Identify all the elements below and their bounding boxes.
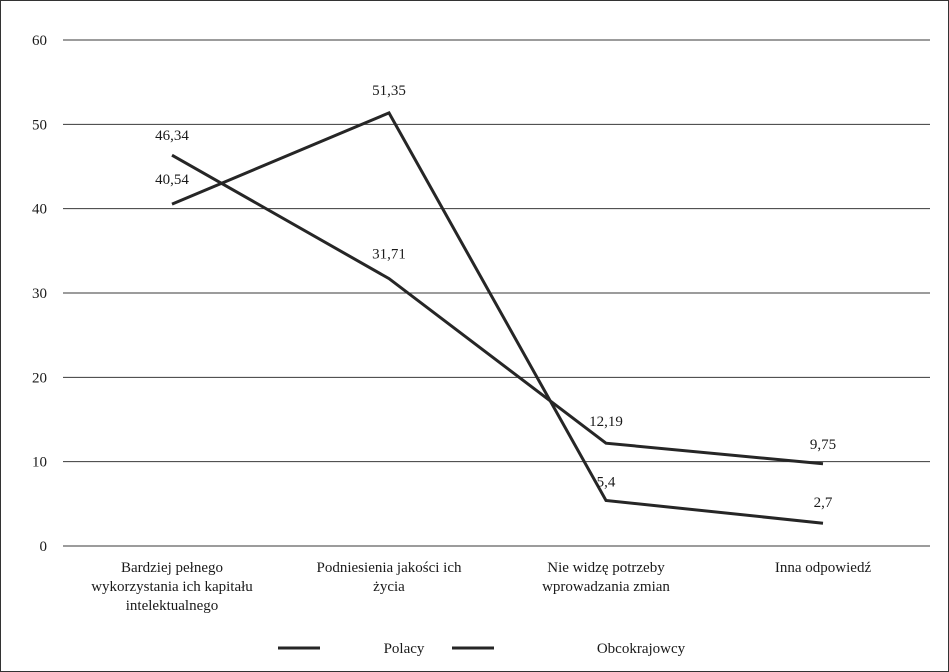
data-label-polacy: 5,4 xyxy=(597,474,616,490)
x-category-label-line: intelektualnego xyxy=(126,598,218,614)
y-tick-label: 50 xyxy=(32,117,47,133)
legend-label-polacy: Polacy xyxy=(384,641,425,657)
x-category-label-line: wprowadzania zmian xyxy=(542,579,670,595)
series-line-obcokrajowcy xyxy=(171,153,824,466)
legend: Polacy Obcokrajowcy xyxy=(278,641,686,657)
y-tick-label: 60 xyxy=(32,33,47,49)
x-category-label-line: Podniesienia jakości ich xyxy=(317,560,462,576)
y-tick-label: 20 xyxy=(32,370,47,386)
data-labels: 40,54 51,35 5,4 2,7 46,34 31,71 12,19 9,75 xyxy=(155,83,836,511)
data-label-obcokrajowcy: 46,34 xyxy=(155,128,189,144)
x-category-label: Inna odpowiedź xyxy=(775,560,872,576)
x-category-label: Bardziej pełnego wykorzystania ich kapita… xyxy=(91,560,253,614)
data-label-obcokrajowcy: 9,75 xyxy=(810,437,836,453)
data-label-polacy: 40,54 xyxy=(155,172,189,188)
data-label-obcokrajowcy: 12,19 xyxy=(589,414,623,430)
y-axis-tick-labels: 0 10 20 30 40 50 60 xyxy=(32,33,47,555)
y-tick-label: 0 xyxy=(40,539,48,555)
data-label-obcokrajowcy: 31,71 xyxy=(372,247,406,263)
x-category-label-line: wykorzystania ich kapitału xyxy=(91,579,253,595)
y-tick-label: 30 xyxy=(32,286,47,302)
x-category-label-line: Nie widzę potrzeby xyxy=(547,560,665,576)
y-tick-label: 10 xyxy=(32,455,47,471)
series-line-polacy xyxy=(171,110,824,525)
x-category-label: Nie widzę potrzeby wprowadzania zmian xyxy=(542,560,670,595)
gridlines xyxy=(63,39,930,547)
legend-label-obcokrajowcy: Obcokrajowcy xyxy=(597,641,686,657)
series-lines xyxy=(171,110,824,525)
data-label-polacy: 2,7 xyxy=(814,495,833,511)
x-axis-category-labels: Bardziej pełnego wykorzystania ich kapita… xyxy=(91,560,871,614)
x-category-label-line: Bardziej pełnego xyxy=(121,560,223,576)
x-category-label-line: Inna odpowiedź xyxy=(775,560,872,576)
y-tick-label: 40 xyxy=(32,202,47,218)
data-label-polacy: 51,35 xyxy=(372,83,406,99)
x-category-label-line: życia xyxy=(373,579,405,595)
x-category-label: Podniesienia jakości ich życia xyxy=(317,560,462,595)
